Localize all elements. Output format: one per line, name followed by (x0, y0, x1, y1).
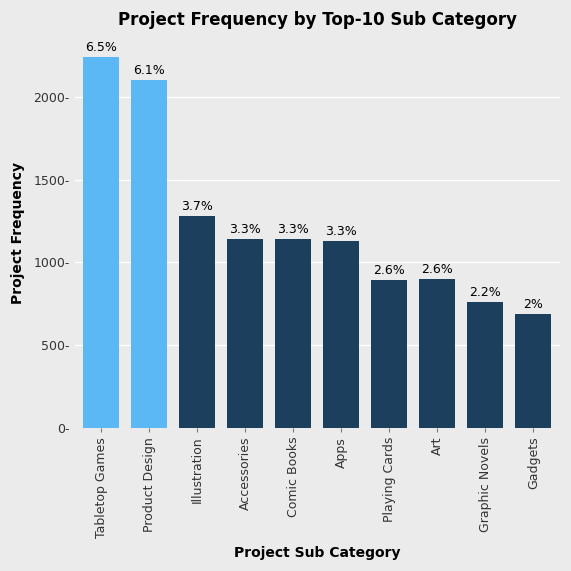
Text: 2.6%: 2.6% (373, 264, 405, 277)
Bar (468, 302, 504, 428)
Text: 2.6%: 2.6% (421, 263, 453, 276)
Bar (227, 239, 263, 428)
Text: 6.5%: 6.5% (85, 41, 117, 54)
Text: 3.7%: 3.7% (181, 200, 213, 214)
Bar (131, 79, 167, 428)
Text: 3.3%: 3.3% (278, 223, 309, 236)
Text: 2.2%: 2.2% (469, 286, 501, 299)
Bar (179, 216, 215, 428)
Bar (83, 57, 119, 428)
Title: Project Frequency by Top-10 Sub Category: Project Frequency by Top-10 Sub Category (118, 11, 517, 29)
Text: 3.3%: 3.3% (230, 223, 261, 236)
Bar (323, 241, 359, 428)
X-axis label: Project Sub Category: Project Sub Category (234, 546, 400, 560)
Bar (275, 239, 311, 428)
Y-axis label: Project Frequency: Project Frequency (11, 162, 25, 304)
Text: 3.3%: 3.3% (325, 225, 357, 238)
Bar (371, 280, 407, 428)
Bar (516, 314, 552, 428)
Text: 6.1%: 6.1% (133, 63, 165, 77)
Bar (419, 279, 456, 428)
Text: 2%: 2% (524, 298, 544, 311)
